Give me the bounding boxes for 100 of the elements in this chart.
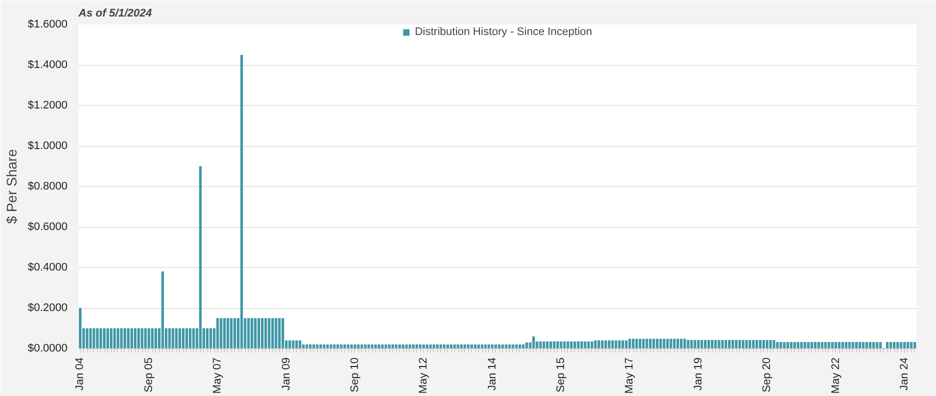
bar bbox=[260, 318, 264, 348]
bar bbox=[724, 340, 728, 348]
bar bbox=[247, 318, 250, 348]
bar bbox=[817, 342, 820, 348]
bar bbox=[828, 342, 830, 348]
bar bbox=[113, 328, 116, 348]
bar bbox=[154, 328, 158, 348]
bar bbox=[140, 328, 144, 348]
bar bbox=[690, 340, 693, 348]
bar bbox=[622, 340, 624, 348]
bar bbox=[838, 342, 841, 348]
x-tick-label: Jan 24 bbox=[898, 357, 910, 391]
bar bbox=[865, 342, 868, 348]
bar bbox=[209, 328, 212, 348]
bar bbox=[278, 318, 281, 348]
y-tick-label: $1.6000 bbox=[28, 18, 68, 30]
bar bbox=[288, 340, 292, 348]
x-tick-label: Sep 20 bbox=[761, 357, 774, 392]
bar bbox=[484, 344, 487, 348]
bar bbox=[532, 336, 535, 348]
bar bbox=[230, 318, 233, 348]
bar bbox=[700, 340, 704, 348]
bar bbox=[102, 328, 106, 348]
text: As of 5/1/2024 bbox=[78, 8, 152, 20]
y-tick-label: $0.6000 bbox=[28, 221, 68, 233]
x-tick-label: May 12 bbox=[418, 357, 430, 394]
bar bbox=[295, 340, 298, 348]
bar bbox=[694, 340, 696, 348]
bar bbox=[223, 318, 226, 348]
bar bbox=[116, 328, 120, 348]
bar bbox=[604, 340, 607, 348]
bar bbox=[124, 328, 126, 348]
bar bbox=[175, 328, 178, 348]
bar bbox=[673, 338, 676, 348]
bar bbox=[731, 340, 734, 348]
bar bbox=[271, 318, 274, 348]
bar bbox=[560, 341, 562, 348]
bar bbox=[776, 342, 779, 348]
bar bbox=[611, 340, 614, 348]
bar bbox=[618, 340, 621, 348]
bar bbox=[89, 328, 92, 348]
bar bbox=[879, 342, 882, 348]
bar bbox=[766, 340, 768, 348]
x-tick-label: May 07 bbox=[212, 357, 224, 394]
bar bbox=[858, 342, 862, 348]
bar bbox=[635, 338, 638, 348]
bar bbox=[800, 342, 803, 348]
bar bbox=[734, 340, 738, 348]
bar bbox=[769, 340, 772, 348]
bar bbox=[831, 342, 834, 348]
bar bbox=[742, 340, 744, 348]
x-tick-label: May 17 bbox=[624, 357, 636, 394]
x-tick-label: Sep 05 bbox=[142, 357, 155, 392]
bar bbox=[748, 340, 752, 348]
legend-label: Distribution History - Since Inception bbox=[414, 26, 592, 38]
bar bbox=[782, 342, 786, 348]
bar bbox=[652, 338, 656, 348]
y-tick-label: $1.0000 bbox=[28, 140, 68, 152]
bar bbox=[666, 338, 669, 348]
bar bbox=[282, 318, 284, 348]
y-tick-label: $0.8000 bbox=[28, 180, 68, 192]
x-tick-label: Jan 09 bbox=[280, 357, 292, 391]
bar bbox=[250, 318, 254, 348]
bar bbox=[258, 318, 260, 348]
bar bbox=[697, 340, 700, 348]
bar bbox=[889, 342, 892, 348]
bar bbox=[913, 342, 916, 348]
bar bbox=[676, 338, 680, 348]
bar bbox=[199, 166, 202, 348]
bar bbox=[456, 344, 460, 348]
bar bbox=[600, 340, 604, 348]
bar bbox=[834, 342, 838, 348]
bar bbox=[233, 318, 236, 348]
bar bbox=[686, 340, 690, 348]
bar bbox=[752, 340, 755, 348]
bar bbox=[587, 341, 590, 348]
bar bbox=[106, 328, 109, 348]
bar bbox=[796, 342, 800, 348]
bar bbox=[78, 308, 82, 348]
bar bbox=[625, 340, 628, 348]
bar bbox=[728, 340, 731, 348]
bar bbox=[659, 338, 662, 348]
bar bbox=[350, 344, 353, 348]
bar bbox=[161, 272, 164, 348]
bar bbox=[804, 342, 806, 348]
bar bbox=[714, 340, 717, 348]
bar bbox=[220, 318, 222, 348]
bar bbox=[608, 340, 610, 348]
bar bbox=[632, 338, 634, 348]
bar bbox=[868, 342, 872, 348]
bar bbox=[268, 318, 270, 348]
bar bbox=[670, 338, 672, 348]
bar bbox=[185, 328, 188, 348]
bar bbox=[100, 328, 102, 348]
bar bbox=[738, 340, 741, 348]
bar bbox=[683, 338, 686, 348]
bar bbox=[848, 342, 851, 348]
bar bbox=[662, 338, 666, 348]
bar bbox=[137, 328, 140, 348]
bar bbox=[172, 328, 174, 348]
